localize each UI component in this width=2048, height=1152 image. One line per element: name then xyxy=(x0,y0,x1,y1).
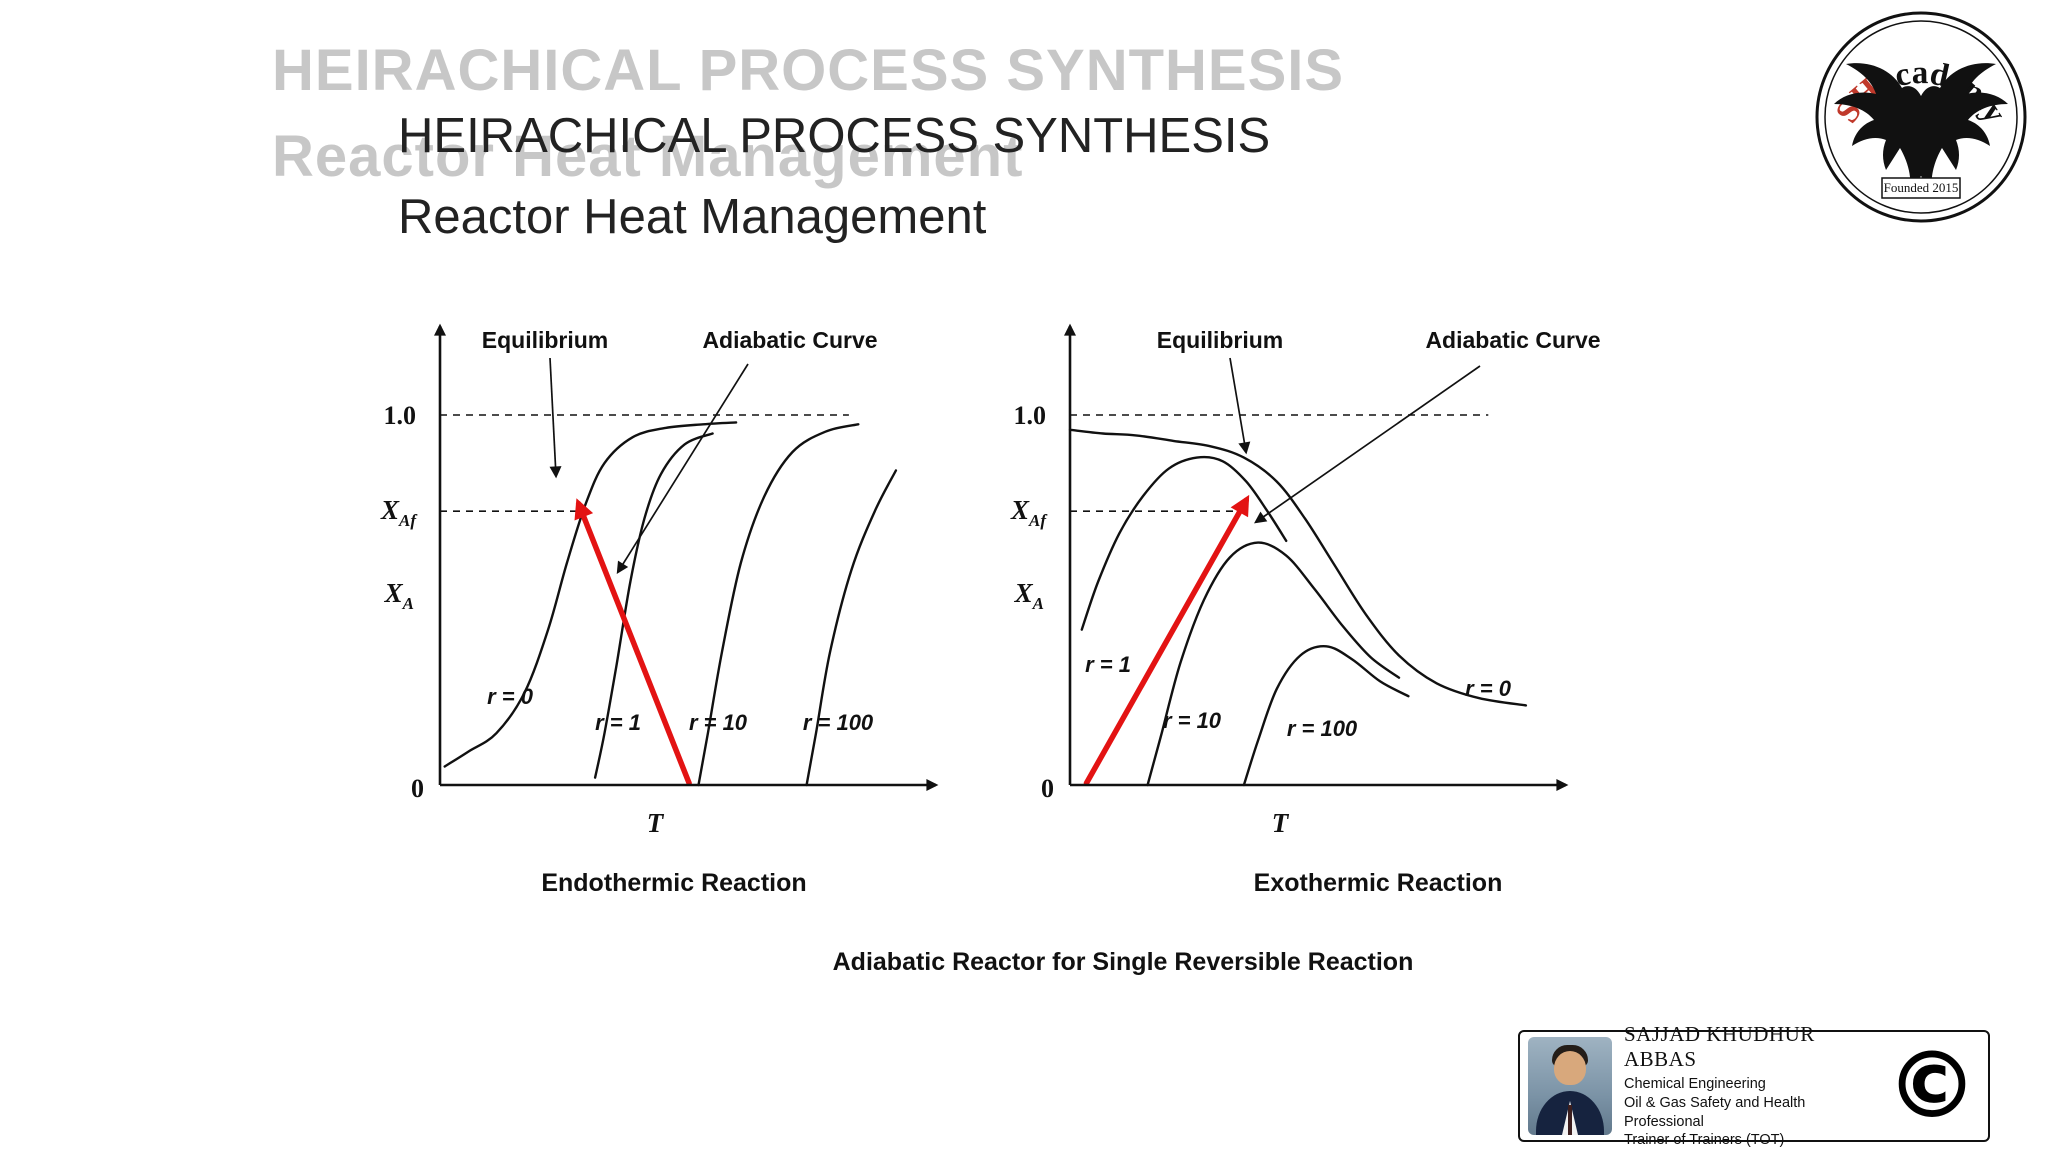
slide-title-line2: Reactor Heat Management xyxy=(398,190,987,245)
adiabatic-curve-label: Adiabatic Curve xyxy=(702,327,877,353)
x-axis-label: T xyxy=(1272,808,1290,838)
endothermic-chart: Equilibrium Adiabatic Curve 1.0 XAf XA 0… xyxy=(350,300,1010,860)
curve-adiabatic-r10 xyxy=(697,423,860,787)
credit-text: SAJJAD KHUDHUR ABBAS Chemical Engineerin… xyxy=(1624,1022,1872,1149)
ytick-xaf-sub: Af xyxy=(1028,511,1048,530)
portrait-face xyxy=(1554,1051,1586,1085)
credit-line-2: Oil & Gas Safety and Health Professional xyxy=(1624,1094,1806,1130)
curve-label-r100: r = 100 xyxy=(1287,716,1358,741)
curve-adiabatic-r1 xyxy=(593,432,714,779)
ytick-xaf: XAf xyxy=(1010,495,1048,530)
curve-label-r10: r = 10 xyxy=(1163,708,1222,733)
adiabatic-arrow xyxy=(1254,365,1481,524)
curve-adiabatic-r100 xyxy=(1242,645,1410,787)
y-axis-label: XA xyxy=(1014,578,1044,613)
curve-label-r0: r = 0 xyxy=(1465,676,1512,701)
y-axis-label: XA xyxy=(384,578,414,613)
portrait-photo xyxy=(1528,1037,1612,1135)
ytick-xaf-main: X xyxy=(1010,495,1030,525)
ytick-xaf: XAf xyxy=(380,495,418,530)
ghost-title-line1: HEIRACHICAL PROCESS SYNTHESIS xyxy=(272,38,1345,103)
y-axis-label-sub: A xyxy=(402,594,414,613)
exothermic-curves-layer xyxy=(1068,414,1528,787)
credit-badge: SAJJAD KHUDHUR ABBAS Chemical Engineerin… xyxy=(1518,1022,1990,1148)
ytick-xaf-sub: Af xyxy=(398,511,418,530)
eagle-icon xyxy=(1834,63,2008,190)
shacademy-logo: SHacademy Founded 2015 xyxy=(1815,11,2027,223)
operating-line-arrow xyxy=(1083,494,1250,786)
curve-label-r100: r = 100 xyxy=(803,710,874,735)
logo-inner-ring xyxy=(1824,20,2018,214)
curve-adiabatic-r1 xyxy=(1080,455,1288,631)
credit-line-1: Chemical Engineering xyxy=(1624,1076,1766,1093)
curve-label-r1: r = 1 xyxy=(1085,652,1131,677)
equilibrium-arrow xyxy=(1229,357,1251,455)
x-axis-label: T xyxy=(647,808,665,838)
endothermic-caption: Endothermic Reaction xyxy=(541,869,807,897)
equilibrium-label: Equilibrium xyxy=(1157,327,1284,353)
ytick-0: 0 xyxy=(1041,774,1054,803)
curve-label-r1: r = 1 xyxy=(595,710,641,735)
exothermic-caption: Exothermic Reaction xyxy=(1253,869,1503,897)
curve-equilibrium-r0 xyxy=(1068,428,1528,707)
y-axis-label-sub: A xyxy=(1032,594,1044,613)
curve-equilibrium-r0 xyxy=(443,421,738,768)
curve-adiabatic-r100 xyxy=(805,469,898,787)
equilibrium-label: Equilibrium xyxy=(482,327,609,353)
figure-caption: Adiabatic Reactor for Single Reversible … xyxy=(832,948,1414,976)
ghost-title: HEIRACHICAL PROCESS SYNTHESIS Reactor He… xyxy=(272,28,1344,200)
logo-founded-text: Founded 2015 xyxy=(1884,180,1959,195)
equilibrium-arrow xyxy=(549,357,562,479)
ytick-1.0: 1.0 xyxy=(384,401,417,430)
curve-label-r0: r = 0 xyxy=(487,684,534,709)
y-axis-label-main: X xyxy=(1014,578,1034,608)
slide-title-line1: HEIRACHICAL PROCESS SYNTHESIS xyxy=(398,109,1271,163)
ghost-title-line2: Reactor Heat Management xyxy=(272,123,1024,189)
exothermic-chart: Equilibrium Adiabatic Curve 1.0 XAf XA 0… xyxy=(980,300,1640,860)
slide-title: HEIRACHICAL PROCESS SYNTHESIS Reactor He… xyxy=(398,96,1270,259)
curve-label-r10: r = 10 xyxy=(689,710,748,735)
curve-adiabatic-r10 xyxy=(1146,541,1401,787)
portrait-tie xyxy=(1568,1105,1572,1135)
endothermic-curves-layer xyxy=(440,414,898,787)
credit-name: SAJJAD KHUDHUR ABBAS xyxy=(1624,1022,1815,1072)
logo-banner xyxy=(1881,177,1961,199)
operating-line-arrow xyxy=(574,498,692,786)
ytick-0: 0 xyxy=(411,774,424,803)
y-axis-label-main: X xyxy=(384,578,404,608)
adiabatic-arrow xyxy=(616,363,749,575)
ytick-1.0: 1.0 xyxy=(1014,401,1047,430)
credit-line-3: Trainer of Trainers (TOT) xyxy=(1624,1132,1785,1149)
adiabatic-curve-label: Adiabatic Curve xyxy=(1425,327,1600,353)
ytick-xaf-main: X xyxy=(380,495,400,525)
copyright-icon: © xyxy=(1886,1031,1978,1139)
